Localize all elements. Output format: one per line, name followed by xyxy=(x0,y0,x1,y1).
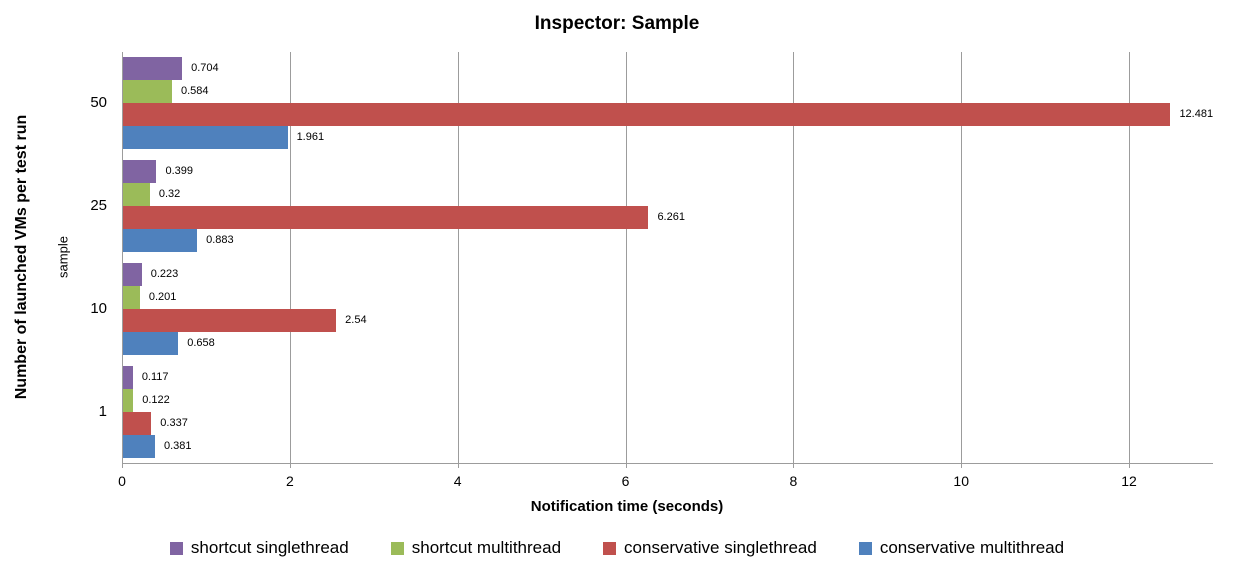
axis-tick xyxy=(961,464,963,468)
axis-tick xyxy=(122,464,123,468)
x-axis-title: Notification time (seconds) xyxy=(530,498,724,515)
category-label: 10 xyxy=(90,299,107,317)
legend-swatch xyxy=(858,541,872,555)
bar-value-label: 0.399 xyxy=(165,165,194,178)
bar xyxy=(123,160,157,184)
x-tick-label: 8 xyxy=(789,473,798,489)
bar xyxy=(123,308,337,332)
plot-area: 0.704 0.584 12.481 1.961 0.399 0.32 6.261 0.883… xyxy=(122,52,1214,468)
bar xyxy=(123,434,155,458)
x-axis-line xyxy=(122,463,1213,464)
x-tick-label: 4 xyxy=(453,473,462,489)
axis-tick xyxy=(1129,464,1131,468)
axis-tick xyxy=(289,464,291,468)
category-label: 1 xyxy=(98,402,107,420)
x-tick-label: 12 xyxy=(1121,473,1137,489)
bar-value-label: 0.201 xyxy=(148,290,177,303)
bar xyxy=(123,388,134,412)
legend-swatch xyxy=(390,541,404,555)
y-axis-subtitle: sample xyxy=(55,236,71,278)
y-axis-title: Number of launched VMs per test run xyxy=(13,114,30,400)
axis-tick xyxy=(625,464,627,468)
bar-value-label: 1.961 xyxy=(296,131,325,144)
legend-swatch xyxy=(169,541,183,555)
legend-label: shortcut singlethread xyxy=(190,538,349,557)
gridline xyxy=(289,52,291,463)
bar-value-label: 2.54 xyxy=(345,313,367,326)
chart-title: Inspector: Sample xyxy=(534,13,700,34)
bar xyxy=(123,365,133,389)
bar xyxy=(123,183,150,207)
bar xyxy=(123,262,142,286)
legend-swatch xyxy=(603,541,617,555)
bar-value-label: 0.381 xyxy=(163,439,192,452)
bar-value-label: 0.584 xyxy=(181,85,209,98)
legend-label: conservative multithread xyxy=(879,538,1065,557)
gridline xyxy=(625,52,627,463)
bar-value-label: 0.122 xyxy=(142,393,170,406)
legend-item: conservative singlethread xyxy=(603,538,817,558)
bar xyxy=(123,285,140,309)
legend-item: shortcut singlethread xyxy=(169,538,349,558)
gridline xyxy=(457,52,459,463)
legend: shortcut singlethread shortcut multithrea… xyxy=(0,538,1234,558)
bar-value-label: 0.658 xyxy=(187,336,215,349)
y-axis-line xyxy=(122,52,123,463)
legend-label: conservative singlethread xyxy=(624,538,817,557)
category-label: 50 xyxy=(90,94,107,112)
x-tick-label: 10 xyxy=(953,473,969,489)
bar xyxy=(123,80,172,104)
gridline xyxy=(1129,52,1131,463)
gridline xyxy=(793,52,795,463)
x-tick-label: 0 xyxy=(118,473,126,489)
bar xyxy=(123,411,152,435)
bar-value-label: 6.261 xyxy=(657,211,685,224)
axis-tick xyxy=(793,464,795,468)
bar xyxy=(123,126,288,150)
bar-value-label: 0.32 xyxy=(158,188,181,201)
axis-tick xyxy=(457,464,459,468)
legend-label: shortcut multithread xyxy=(411,538,562,557)
category-label: 25 xyxy=(90,197,107,215)
bar-value-label: 12.481 xyxy=(1179,108,1214,121)
legend-item: shortcut multithread xyxy=(390,538,562,558)
bar-value-label: 0.883 xyxy=(206,234,234,247)
bar xyxy=(123,103,1171,127)
bar xyxy=(123,331,179,355)
legend-item: conservative multithread xyxy=(858,538,1065,558)
x-tick-label: 6 xyxy=(621,473,630,489)
bar-value-label: 0.117 xyxy=(141,370,169,383)
gridline xyxy=(961,52,963,463)
bar xyxy=(123,229,198,253)
bar-value-label: 0.223 xyxy=(150,267,179,280)
bar-value-label: 0.704 xyxy=(191,62,219,75)
bar xyxy=(123,206,649,230)
bar xyxy=(123,57,183,81)
x-tick-label: 2 xyxy=(285,473,294,489)
bar-value-label: 0.337 xyxy=(160,416,188,429)
